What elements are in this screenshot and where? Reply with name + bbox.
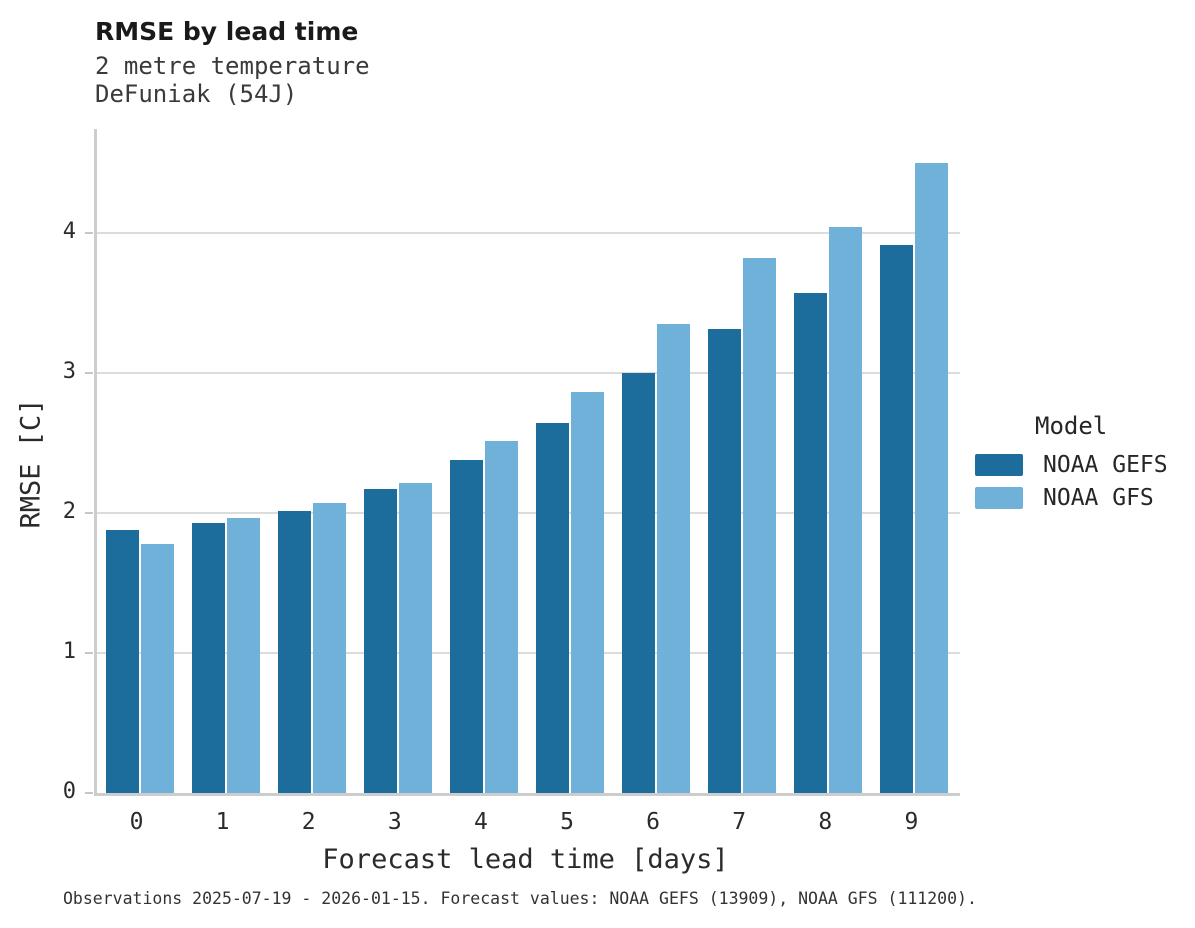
- legend-label-gfs: NOAA GFS: [1043, 485, 1154, 511]
- y-tick-label-0: 0: [62, 779, 76, 804]
- subtitle-station: DeFuniak (54J): [95, 80, 298, 108]
- y-tick-mark-1: [85, 651, 93, 654]
- bar-noaa-gefs-lead8: [794, 293, 827, 793]
- x-tick-label-4: 4: [473, 809, 488, 835]
- legend: Model NOAA GEFS NOAA GFS: [963, 412, 1168, 520]
- gridline-y4: [97, 231, 960, 234]
- bar-noaa-gfs-lead3: [399, 483, 432, 793]
- bar-noaa-gefs-lead2: [278, 511, 311, 793]
- bar-noaa-gefs-lead3: [364, 489, 397, 793]
- bar-noaa-gefs-lead5: [536, 423, 569, 793]
- x-tick-label-9: 9: [904, 809, 919, 835]
- x-tick-label-1: 1: [215, 809, 230, 835]
- plot-area: [94, 129, 960, 796]
- y-tick-label-1: 1: [62, 638, 76, 664]
- x-tick-label-2: 2: [301, 809, 316, 835]
- x-tick-label-6: 6: [646, 809, 661, 835]
- bar-noaa-gfs-lead4: [485, 441, 518, 793]
- x-tick-label-0: 0: [129, 809, 144, 835]
- bar-noaa-gefs-lead9: [880, 245, 913, 793]
- gefs-swatch-icon: [975, 454, 1023, 476]
- bar-noaa-gefs-lead1: [192, 523, 225, 793]
- caption-text: Observations 2025-07-19 - 2026-01-15. Fo…: [63, 889, 977, 908]
- x-tick-label-3: 3: [387, 809, 402, 835]
- legend-title: Model: [1035, 412, 1108, 440]
- bar-noaa-gfs-lead8: [829, 227, 862, 793]
- chart-subtitle: 2 metre temperature DeFuniak (54J): [95, 52, 370, 108]
- legend-item-gfs: NOAA GFS: [963, 485, 1168, 511]
- bar-noaa-gefs-lead7: [708, 329, 741, 793]
- bar-noaa-gfs-lead5: [571, 392, 604, 793]
- bar-noaa-gfs-lead9: [915, 163, 948, 793]
- bar-noaa-gfs-lead0: [141, 544, 174, 793]
- bar-noaa-gefs-lead0: [106, 530, 139, 793]
- bar-noaa-gefs-lead6: [622, 373, 655, 793]
- bar-noaa-gfs-lead2: [313, 503, 346, 793]
- y-tick-label-3: 3: [62, 358, 76, 384]
- y-tick-label-4: 4: [62, 218, 76, 244]
- bar-noaa-gfs-lead6: [657, 324, 690, 793]
- gridline-y3: [97, 371, 960, 374]
- y-tick-mark-4: [85, 231, 93, 234]
- y-tick-mark-3: [85, 371, 93, 374]
- bar-noaa-gfs-lead7: [743, 258, 776, 793]
- bar-noaa-gfs-lead1: [227, 518, 260, 793]
- y-tick-label-2: 2: [62, 498, 76, 524]
- gridline-y1: [97, 651, 960, 654]
- legend-item-gefs: NOAA GEFS: [963, 452, 1168, 478]
- gfs-swatch-icon: [975, 487, 1023, 509]
- chart-title: RMSE by lead time: [95, 17, 359, 46]
- x-tick-label-7: 7: [732, 809, 747, 835]
- legend-label-gefs: NOAA GEFS: [1043, 452, 1168, 478]
- y-tick-mark-0: [85, 792, 93, 794]
- x-tick-label-5: 5: [560, 809, 574, 835]
- y-tick-mark-2: [85, 511, 93, 514]
- x-tick-label-8: 8: [818, 809, 833, 835]
- subtitle-variable: 2 metre temperature: [95, 52, 370, 80]
- gridline-y2: [97, 511, 960, 514]
- x-axis-title: Forecast lead time [days]: [322, 844, 729, 875]
- bar-noaa-gefs-lead4: [450, 460, 483, 793]
